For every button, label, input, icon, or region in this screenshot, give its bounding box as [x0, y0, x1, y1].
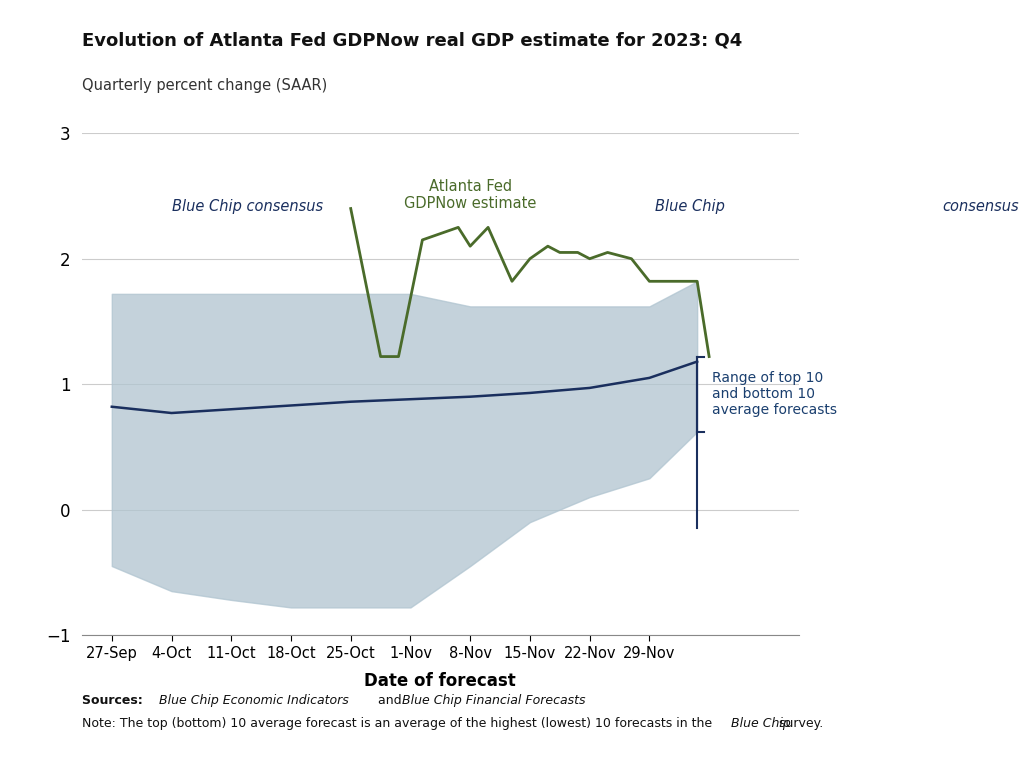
- Text: Note: The top (bottom) 10 average forecast is an average of the highest (lowest): Note: The top (bottom) 10 average foreca…: [82, 717, 716, 731]
- Text: Sources:: Sources:: [82, 694, 147, 707]
- Text: Blue Chip: Blue Chip: [655, 198, 725, 213]
- Text: Evolution of Atlanta Fed GDPNow real GDP estimate for 2023: Q4: Evolution of Atlanta Fed GDPNow real GDP…: [82, 31, 742, 49]
- Text: Blue Chip Financial Forecasts: Blue Chip Financial Forecasts: [402, 694, 586, 707]
- Text: Quarterly percent change (SAAR): Quarterly percent change (SAAR): [82, 78, 328, 93]
- Text: Blue Chip: Blue Chip: [731, 717, 791, 731]
- X-axis label: Date of forecast: Date of forecast: [365, 672, 516, 690]
- Text: survey.: survey.: [775, 717, 823, 731]
- Text: Blue Chip consensus: Blue Chip consensus: [171, 198, 323, 213]
- Text: Blue Chip Economic Indicators: Blue Chip Economic Indicators: [159, 694, 348, 707]
- Text: and: and: [374, 694, 406, 707]
- Text: consensus: consensus: [942, 198, 1019, 213]
- Text: Range of top 10
and bottom 10
average forecasts: Range of top 10 and bottom 10 average fo…: [712, 371, 837, 417]
- Text: Atlanta Fed
GDPNow estimate: Atlanta Fed GDPNow estimate: [404, 179, 537, 211]
